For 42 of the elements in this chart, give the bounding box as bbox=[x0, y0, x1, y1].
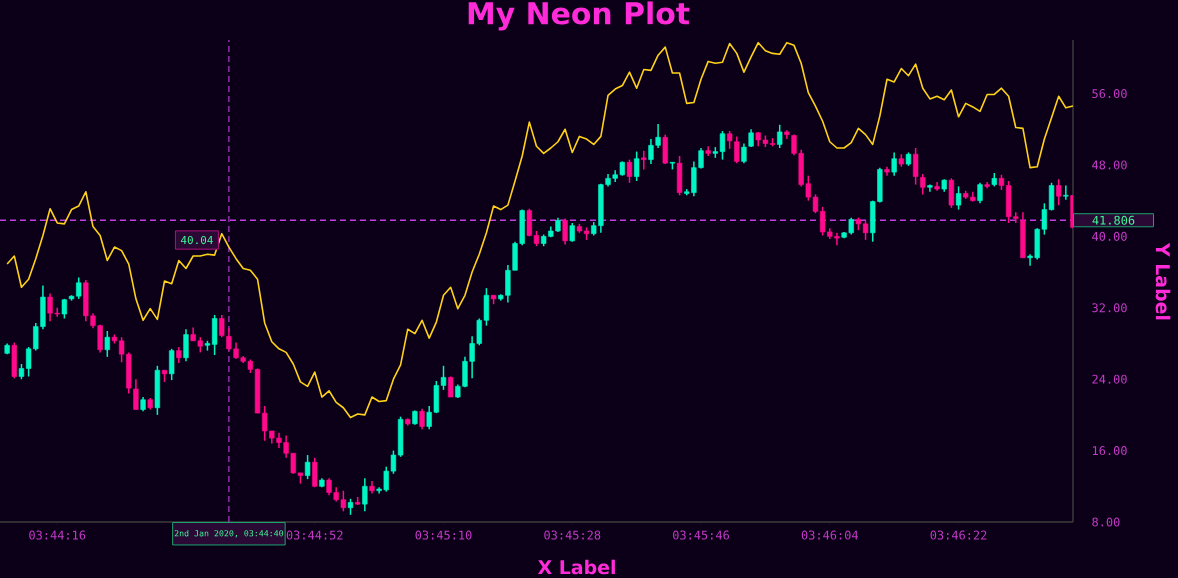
candlestick bbox=[304, 454, 311, 480]
candlestick bbox=[912, 147, 919, 186]
candlestick bbox=[183, 328, 189, 363]
candlestick bbox=[219, 314, 225, 338]
x-tick-label: 03:45:28 bbox=[544, 530, 601, 540]
candlestick bbox=[626, 158, 633, 184]
annotation: 40.04 bbox=[180, 235, 213, 245]
candlestick bbox=[1056, 178, 1062, 206]
y-tick-label: 24.00 bbox=[1092, 374, 1127, 384]
x-axis-title: X Label bbox=[537, 559, 615, 575]
x-tick-label: 03:45:46 bbox=[673, 530, 730, 540]
candlestick bbox=[955, 185, 962, 211]
line-series bbox=[6, 41, 1073, 419]
x-tick-label: 03:46:22 bbox=[930, 530, 987, 540]
candlestick bbox=[920, 173, 926, 196]
candlestick bbox=[641, 149, 647, 171]
y-axis-title: Y Label bbox=[1155, 242, 1171, 320]
candlestick bbox=[633, 150, 640, 182]
candlestick bbox=[977, 182, 983, 205]
candlestick bbox=[419, 407, 425, 430]
ref-line-label: 41.806 bbox=[1092, 215, 1135, 225]
candlestick bbox=[169, 348, 175, 381]
candlestick bbox=[1063, 184, 1069, 201]
candlestick bbox=[862, 220, 869, 241]
y-tick-label: 40.00 bbox=[1092, 231, 1127, 241]
x-tick-label: 03:45:10 bbox=[415, 530, 472, 540]
y-tick-label: 32.00 bbox=[1092, 303, 1127, 313]
candlestick bbox=[569, 222, 575, 243]
x-tick-label: 03:46:04 bbox=[801, 530, 858, 540]
y-tick-label: 48.00 bbox=[1092, 160, 1127, 170]
candlestick bbox=[777, 124, 783, 149]
y-tick-label: 16.00 bbox=[1092, 446, 1127, 456]
candlestick bbox=[891, 151, 897, 177]
y-tick-label: 56.00 bbox=[1092, 89, 1127, 99]
chart-title: My Neon Plot bbox=[468, 1, 690, 31]
candlestick bbox=[362, 477, 368, 513]
y-tick-label: 8.00 bbox=[1092, 517, 1120, 527]
ref-line-label: 2nd Jan 2020, 03:44:40 bbox=[174, 530, 284, 538]
x-tick-label: 03:44:52 bbox=[286, 530, 343, 540]
candlestick bbox=[104, 330, 110, 358]
x-tick-label: 03:44:16 bbox=[29, 530, 86, 540]
candlestick bbox=[562, 217, 568, 246]
